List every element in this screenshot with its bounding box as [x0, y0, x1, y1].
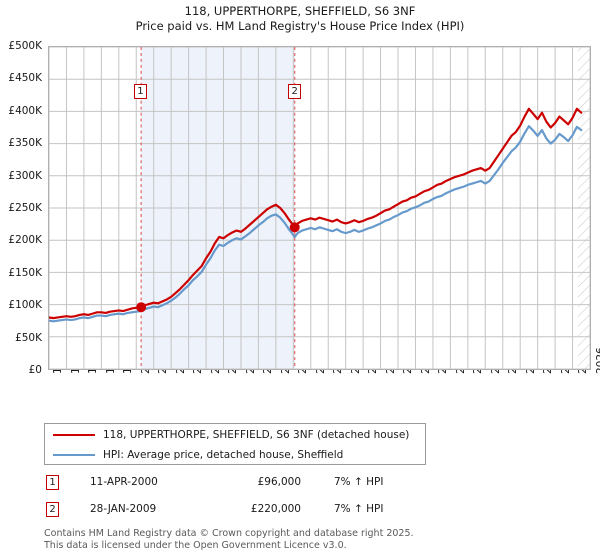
y-axis-tick-label: £50K — [15, 331, 42, 344]
legend-item-hpi: HPI: Average price, detached house, Shef… — [45, 444, 343, 465]
legend-label-hpi: HPI: Average price, detached house, Shef… — [103, 448, 344, 461]
y-axis-labels: £0 £50K £100K £150K £200K £250K £300K £350K £400… — [0, 0, 46, 420]
transactions-table: 1 11-APR-2000 £96,000 7% ↑ HPI 2 28-JAN-… — [44, 472, 464, 526]
y-axis-tick-label: £450K — [8, 72, 42, 85]
footer-line-copyright: Contains HM Land Registry data © Crown c… — [44, 528, 414, 539]
legend-label-property: 118, UPPERTHORPE, SHEFFIELD, S6 3NF (det… — [103, 428, 410, 441]
footer-attribution: Contains HM Land Registry data © Crown c… — [44, 528, 584, 551]
transaction-price: £96,000 — [257, 476, 301, 488]
page-subtitle: Price paid vs. HM Land Registry's House … — [135, 19, 465, 33]
transaction-index-badge: 1 — [46, 475, 59, 490]
page-title: 118, UPPERTHORPE, SHEFFIELD, S6 3NF — [184, 4, 416, 18]
x-axis-tick-label: 2026 — [595, 347, 600, 374]
transaction-hpi-delta: 7% ↑ HPI — [334, 503, 384, 515]
transaction-index-badge: 2 — [46, 502, 59, 517]
plot-marker-badge: 1 — [133, 84, 147, 99]
chart-legend: 118, UPPERTHORPE, SHEFFIELD, S6 3NF (det… — [44, 423, 426, 465]
footer-line-licence: This data is licensed under the Open Gov… — [44, 539, 347, 551]
transaction-hpi-delta: 7% ↑ HPI — [334, 476, 384, 488]
y-axis-tick-label: £350K — [8, 137, 42, 150]
transaction-price: £220,000 — [250, 503, 301, 515]
y-axis-tick-label: £150K — [8, 266, 42, 279]
chart-title-block: 118, UPPERTHORPE, SHEFFIELD, S6 3NF Pric… — [0, 4, 600, 34]
plot-series-lines — [49, 107, 583, 323]
transaction-date: 28-JAN-2009 — [90, 503, 157, 515]
legend-item-property: 118, UPPERTHORPE, SHEFFIELD, S6 3NF (det… — [45, 424, 409, 445]
table-row: 2 28-JAN-2009 £220,000 7% ↑ HPI — [44, 499, 464, 526]
y-axis-tick-label: £200K — [8, 234, 42, 247]
y-axis-tick-label: £100K — [8, 299, 42, 312]
y-axis-tick-label: £500K — [8, 40, 42, 52]
transaction-date: 11-APR-2000 — [90, 476, 158, 488]
y-axis-tick-label: £250K — [8, 202, 42, 214]
y-axis-tick-label: £400K — [8, 104, 42, 117]
y-axis-tick-label: £300K — [8, 169, 42, 182]
legend-line-swatch-hpi — [53, 453, 95, 456]
plot-marker-badge: 2 — [288, 84, 302, 99]
table-row: 1 11-APR-2000 £96,000 7% ↑ HPI — [44, 472, 464, 499]
legend-line-swatch-property — [53, 433, 95, 436]
chart-container: £0 £50K £100K £150K £200K £250K £300K £350K £400… — [0, 0, 600, 420]
y-axis-tick-label: £0 — [28, 364, 42, 376]
plot-gridlines — [49, 47, 590, 369]
plot-area — [48, 46, 591, 370]
